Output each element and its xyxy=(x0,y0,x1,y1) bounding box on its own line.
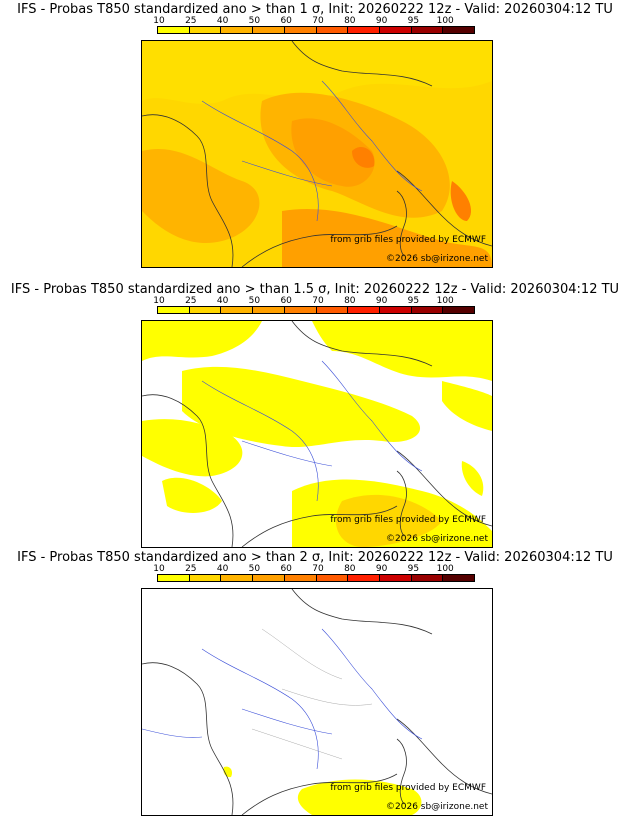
source-credit: from grib files provided by ECMWF xyxy=(330,235,486,245)
colorbar-tick-label: 25 xyxy=(185,296,197,306)
colorbar-tick-label: 95 xyxy=(407,16,420,26)
colorbar-swatch xyxy=(443,575,475,581)
map-graphic xyxy=(142,589,492,815)
colorbar-swatch xyxy=(221,575,254,581)
map-panel-1: IFS - Probas T850 standardized ano > tha… xyxy=(0,2,630,272)
colorbar-tick-label: 80 xyxy=(344,16,356,26)
colorbar-tick-label: 70 xyxy=(312,16,324,26)
colorbar-tick-label: 70 xyxy=(312,296,324,306)
colorbar-swatch xyxy=(411,307,444,313)
colorbar-tick-label: 50 xyxy=(248,296,261,306)
colorbar-swatch xyxy=(284,27,317,33)
colorbar-swatch xyxy=(221,307,254,313)
colorbar xyxy=(157,306,475,314)
colorbar-tick-label: 90 xyxy=(375,564,388,574)
colorbar-swatch xyxy=(158,307,190,313)
map-panel-2: IFS - Probas T850 standardized ano > tha… xyxy=(0,282,630,552)
probability-map: from grib files provided by ECMWF ©2026 … xyxy=(141,320,493,548)
colorbar-tick-label: 40 xyxy=(216,16,229,26)
map-graphic xyxy=(142,321,492,547)
colorbar-tick-label: 25 xyxy=(185,564,197,574)
copyright-credit: ©2026 sb@irizone.net xyxy=(386,534,488,544)
probability-map: from grib files provided by ECMWF ©2026 … xyxy=(141,40,493,268)
source-credit: from grib files provided by ECMWF xyxy=(330,515,486,525)
probability-map: from grib files provided by ECMWF ©2026 … xyxy=(141,588,493,816)
colorbar-tick-label: 80 xyxy=(344,296,356,306)
colorbar-swatch xyxy=(253,307,285,313)
colorbar-tick-label: 25 xyxy=(185,16,197,26)
panel-title: IFS - Probas T850 standardized ano > tha… xyxy=(17,550,613,565)
colorbar-labels: 10 25 40 50 60 70 80 90 95 100 xyxy=(153,16,475,26)
panel-title: IFS - Probas T850 standardized ano > tha… xyxy=(17,2,613,17)
panel-title: IFS - Probas T850 standardized ano > tha… xyxy=(10,282,620,297)
copyright-credit: ©2026 sb@irizone.net xyxy=(386,254,488,264)
colorbar-tick-label: 40 xyxy=(216,296,229,306)
colorbar-swatch xyxy=(316,307,349,313)
colorbar-tick-label: 60 xyxy=(280,16,292,26)
colorbar-swatch xyxy=(253,27,285,33)
colorbar-tick-label: 95 xyxy=(407,564,420,574)
colorbar-swatch xyxy=(379,307,412,313)
map-panel-3: IFS - Probas T850 standardized ano > tha… xyxy=(0,550,630,820)
colorbar-tick-label: 60 xyxy=(280,296,292,306)
colorbar-swatch xyxy=(348,307,380,313)
colorbar-labels: 10 25 40 50 60 70 80 90 95 100 xyxy=(153,564,475,574)
colorbar-tick-label: 50 xyxy=(248,16,261,26)
colorbar-swatch xyxy=(443,307,475,313)
colorbar-tick-label: 70 xyxy=(312,564,324,574)
colorbar-tick-label: 80 xyxy=(344,564,356,574)
colorbar-swatch xyxy=(158,27,190,33)
colorbar-swatch xyxy=(189,307,222,313)
colorbar-swatch xyxy=(348,575,380,581)
copyright-credit: ©2026 sb@irizone.net xyxy=(386,802,488,812)
colorbar-swatch xyxy=(316,575,349,581)
colorbar-swatch xyxy=(379,27,412,33)
colorbar-swatch xyxy=(189,27,222,33)
colorbar-swatch xyxy=(221,27,254,33)
colorbar-tick-label: 40 xyxy=(216,564,229,574)
colorbar-swatch xyxy=(379,575,412,581)
colorbar-tick-label: 10 xyxy=(153,564,165,574)
colorbar-tick-label: 95 xyxy=(407,296,420,306)
colorbar-swatch xyxy=(284,307,317,313)
colorbar-swatch xyxy=(158,575,190,581)
colorbar xyxy=(157,574,475,582)
colorbar-swatch xyxy=(411,27,444,33)
colorbar-swatch xyxy=(284,575,317,581)
colorbar-tick-label: 50 xyxy=(248,564,261,574)
colorbar-tick-label: 10 xyxy=(153,16,165,26)
source-credit: from grib files provided by ECMWF xyxy=(330,783,486,793)
colorbar-tick-label: 100 xyxy=(436,296,454,306)
colorbar-tick-label: 90 xyxy=(375,16,388,26)
colorbar-tick-label: 100 xyxy=(436,564,454,574)
colorbar-tick-label: 60 xyxy=(280,564,292,574)
colorbar-swatch xyxy=(189,575,222,581)
colorbar-swatch xyxy=(443,27,475,33)
colorbar-swatch xyxy=(316,27,349,33)
colorbar-labels: 10 25 40 50 60 70 80 90 95 100 xyxy=(153,296,475,306)
colorbar-tick-label: 90 xyxy=(375,296,388,306)
colorbar xyxy=(157,26,475,34)
colorbar-swatch xyxy=(253,575,285,581)
colorbar-tick-label: 10 xyxy=(153,296,165,306)
colorbar-tick-label: 100 xyxy=(436,16,454,26)
colorbar-swatch xyxy=(348,27,380,33)
map-graphic xyxy=(142,41,492,267)
colorbar-swatch xyxy=(411,575,444,581)
